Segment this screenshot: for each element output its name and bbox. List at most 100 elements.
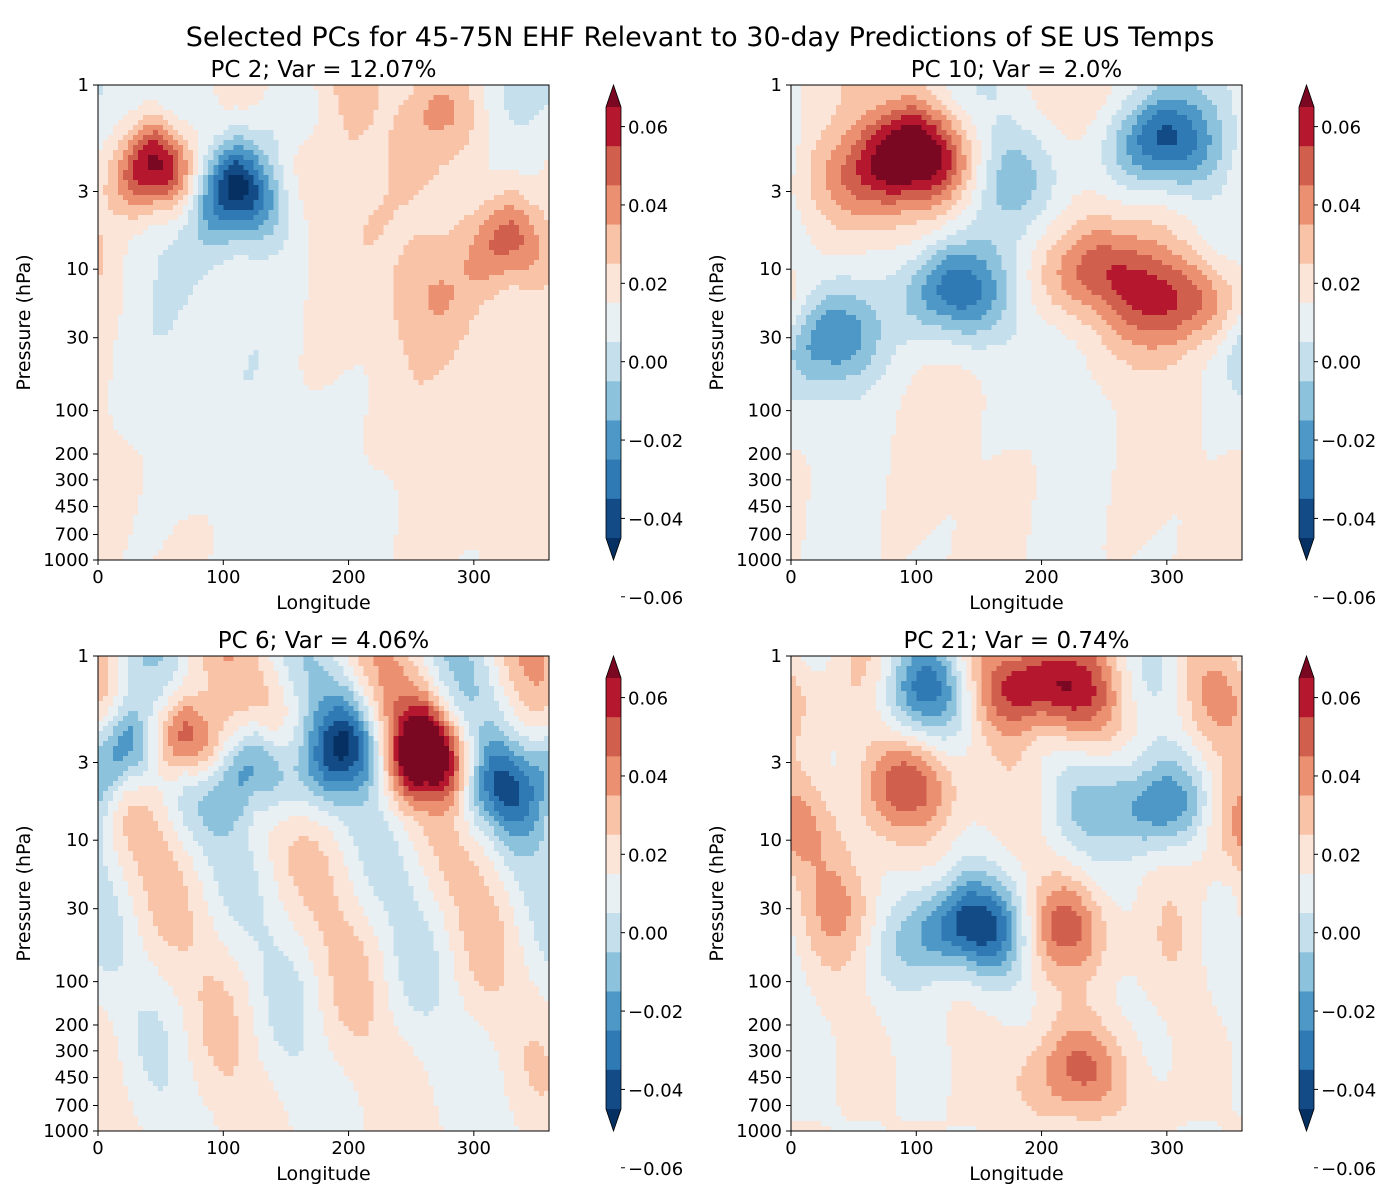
contour-cell [298,305,304,311]
contour-cell [444,275,450,281]
contour-cell [193,150,199,156]
contour-cell [384,215,390,221]
contour-cell [404,195,410,201]
contour-cell [303,325,309,331]
contour-cell [198,130,204,136]
contour-cell [504,280,510,286]
contour-cell [238,310,244,316]
contour-cell [108,170,114,176]
contour-cell [434,130,440,136]
contour-cell [198,275,204,281]
contour-cell [354,345,360,351]
contour-cell [163,210,169,216]
contour-cell [429,350,435,356]
contour-cell [349,85,355,91]
contour-cell [258,145,264,151]
contour-cell [359,190,365,196]
contour-cell [454,260,460,266]
contour-cell [193,165,199,171]
contour-cell [329,120,335,126]
contour-cell [238,85,244,91]
contour-cell [103,320,109,326]
contour-cell [273,355,279,361]
contour-cell [359,325,365,331]
contour-cell [509,340,515,346]
contour-cell [308,235,314,241]
contour-cell [263,210,269,216]
contour-cell [213,180,219,186]
contour-cell [218,230,224,236]
contour-cell [349,140,355,146]
contour-cell [399,355,405,361]
contour-cell [469,340,475,346]
contour-cell [379,320,385,326]
contour-cell [253,85,259,91]
contour-cell [158,160,164,166]
contour-cell [354,200,360,206]
contour-cell [208,310,214,316]
contour-cell [213,125,219,131]
contour-cell [133,320,139,326]
contour-cell [504,310,510,316]
contour-cell [303,105,309,111]
contour-cell [218,295,224,301]
contour-cell [108,305,114,311]
contour-cell [454,245,460,251]
contour-cell [404,155,410,161]
contour-cell [223,190,229,196]
contour-cell [228,125,234,131]
contour-cell [524,350,530,356]
contour-cell [193,335,199,341]
contour-cell [409,210,415,216]
contour-cell [429,225,435,231]
contour-cell [359,120,365,126]
contour-cell [288,200,294,206]
contour-cell [208,340,214,346]
contour-cell [439,85,445,91]
contour-cell [339,350,345,356]
contour-cell [203,255,209,261]
contour-cell [248,325,254,331]
contour-cell [514,210,520,216]
contour-cell [148,270,154,276]
contour-cell [133,105,139,111]
contour-cell [303,295,309,301]
contour-cell [349,185,355,191]
contour-cell [148,210,154,216]
contour-cell [349,90,355,96]
contour-cell [308,300,314,306]
contour-cell [113,165,119,171]
contour-cell [334,225,340,231]
contour-cell [534,185,540,191]
contour-cell [369,330,375,336]
contour-cell [389,205,395,211]
contour-cell [524,230,530,236]
contour-cell [163,265,169,271]
contour-cell [504,175,510,181]
contour-cell [449,150,455,156]
contour-cell [168,300,174,306]
contour-cell [514,280,520,286]
contour-cell [369,135,375,141]
contour-cell [494,350,500,356]
contour-cell [273,175,279,181]
contour-cell [434,190,440,196]
contour-cell [248,115,254,121]
contour-cell [489,120,495,126]
contour-cell [248,305,254,311]
contour-cell [143,225,149,231]
contour-cell [178,345,184,351]
contour-cell [253,205,259,211]
contour-cell [509,115,515,121]
contour-cell [268,305,274,311]
contour-cell [233,195,239,201]
contour-cell [539,315,545,321]
contour-cell [288,330,294,336]
contour-cell [108,130,114,136]
contour-cell [474,120,480,126]
contour-cell [519,175,525,181]
contour-cell [399,350,405,356]
contour-cell [439,120,445,126]
contour-cell [534,290,540,296]
